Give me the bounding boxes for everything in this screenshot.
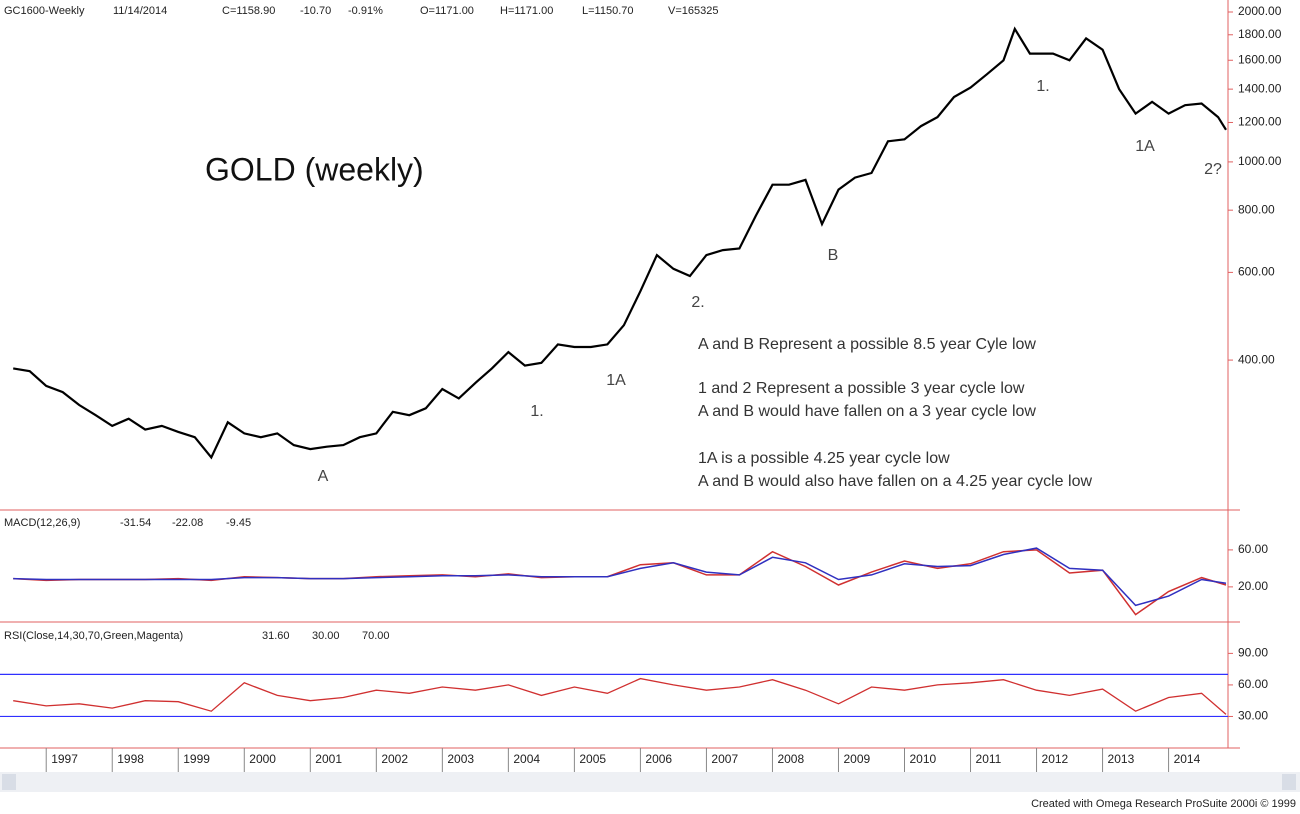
x-tick-label: 1997	[51, 752, 78, 766]
x-tick-label: 2014	[1174, 752, 1201, 766]
data-line	[13, 547, 1227, 607]
header-item: GC1600-Weekly	[4, 5, 85, 17]
header-item: -31.54	[120, 517, 151, 529]
scroll-right[interactable]	[1282, 774, 1296, 790]
note: 1 and 2 Represent a possible 3 year cycl…	[698, 380, 1025, 397]
x-tick-label: 2001	[315, 752, 342, 766]
note: A and B would have fallen on a 3 year cy…	[698, 403, 1036, 420]
annotation: 1.	[1036, 78, 1049, 95]
x-tick-label: 2000	[249, 752, 276, 766]
x-tick-label: 2004	[513, 752, 540, 766]
data-line	[13, 677, 1227, 715]
header-item: 11/14/2014	[113, 5, 167, 17]
data-line	[13, 26, 1227, 460]
x-tick-label: 2008	[777, 752, 804, 766]
y-tick-label: 1400.00	[1238, 81, 1282, 95]
header-item: -9.45	[226, 517, 251, 529]
x-tick-label: 2011	[976, 752, 1002, 766]
x-tick-label: 2007	[711, 752, 738, 766]
y-tick-label: 2000.00	[1238, 4, 1282, 18]
y-tick-label: 400.00	[1238, 352, 1275, 366]
x-tick-label: 2003	[447, 752, 474, 766]
x-tick-label: 2010	[909, 752, 936, 766]
note: A and B would also have fallen on a 4.25…	[698, 473, 1092, 490]
header-item: 30.00	[312, 630, 340, 642]
x-tick-label: 1998	[117, 752, 144, 766]
header-item: V=165325	[668, 5, 718, 17]
x-tick-label: 1999	[183, 752, 210, 766]
scroll-left[interactable]	[2, 774, 16, 790]
header-item: -22.08	[172, 517, 203, 529]
note: A and B Represent a possible 8.5 year Cy…	[698, 336, 1036, 353]
x-tick-label: 2013	[1108, 752, 1135, 766]
annotation: 1.	[530, 403, 543, 420]
y-tick-label: 20.00	[1238, 579, 1268, 593]
x-tick-label: 2005	[579, 752, 606, 766]
y-tick-label: 1600.00	[1238, 52, 1282, 66]
y-tick-label: 60.00	[1238, 542, 1268, 556]
y-tick-label: 90.00	[1238, 646, 1268, 660]
y-tick-label: 1800.00	[1238, 27, 1282, 41]
annotation: A	[318, 468, 329, 485]
header-item: MACD(12,26,9)	[4, 517, 80, 529]
x-tick-label: 2012	[1042, 752, 1069, 766]
x-tick-label: 2009	[843, 752, 870, 766]
annotation: 2.	[691, 294, 704, 311]
scrollbar[interactable]	[0, 772, 1300, 792]
note: 1A is a possible 4.25 year cycle low	[698, 450, 950, 467]
x-tick-label: 2006	[645, 752, 672, 766]
y-tick-label: 1200.00	[1238, 115, 1282, 129]
annotation: B	[828, 247, 839, 264]
header-item: RSI(Close,14,30,70,Green,Magenta)	[4, 630, 183, 642]
y-tick-label: 1000.00	[1238, 154, 1282, 168]
header-item: -10.70	[300, 5, 331, 17]
annotation: 1A	[606, 372, 626, 389]
header-item: O=1171.00	[420, 5, 474, 17]
header-item: 31.60	[262, 630, 290, 642]
header-item: 70.00	[362, 630, 390, 642]
y-tick-label: 600.00	[1238, 265, 1275, 279]
y-tick-label: 30.00	[1238, 709, 1268, 723]
header-item: L=1150.70	[582, 5, 634, 17]
y-tick-label: 60.00	[1238, 677, 1268, 691]
header-item: C=1158.90	[222, 5, 275, 17]
y-tick-label: 800.00	[1238, 202, 1275, 216]
annotation: 1A	[1135, 138, 1155, 155]
annotation: 2?	[1204, 161, 1222, 178]
header-item: -0.91%	[348, 5, 383, 17]
x-tick-label: 2002	[381, 752, 408, 766]
chart-title: GOLD (weekly)	[205, 151, 424, 187]
footer: Created with Omega Research ProSuite 200…	[1031, 798, 1296, 810]
header-item: H=1171.00	[500, 5, 553, 17]
